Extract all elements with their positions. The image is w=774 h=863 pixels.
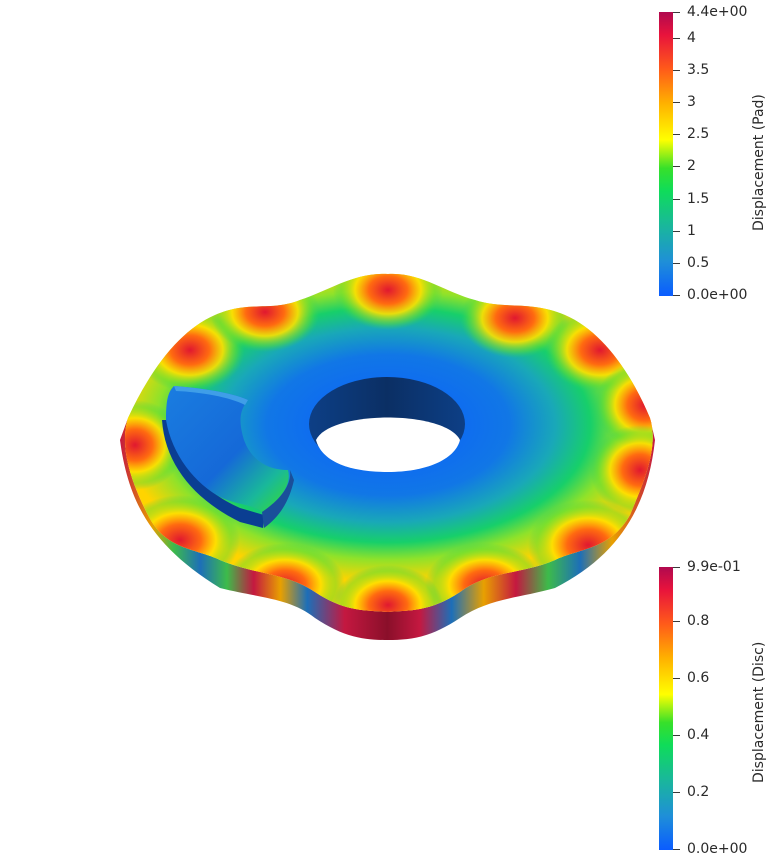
colorbar-pad: 4.4e+00 4 3.5 3 2.5 2 1.5 1 0.5 0.0e+00 Displac…	[659, 4, 769, 303]
brake-pad	[162, 386, 294, 528]
colorbar-disc-gradient	[659, 567, 673, 850]
colorbar-pad-tick-label: 1.5	[687, 190, 710, 207]
disc-outer-wall	[120, 418, 655, 640]
colorbar-pad-title: Displacement (Pad)	[751, 94, 767, 231]
colorbar-disc-min-label: 0.0e+00	[687, 841, 748, 857]
colorbar-pad-tick-label: 0.5	[687, 254, 710, 271]
colorbar-pad-tick-label: 4	[687, 29, 696, 46]
center-hole-opening	[316, 417, 460, 472]
colorbar-pad-gradient	[659, 12, 673, 296]
colorbar-pad-tick-label: 1	[687, 222, 696, 239]
colorbar-disc-tick-label: 0.2	[687, 784, 710, 800]
colorbar-disc: 9.9e-01 0.8 0.6 0.4 0.2 0.0e+00 Displacemen…	[659, 559, 769, 857]
colorbar-pad-min-label: 0.0e+00	[687, 287, 748, 303]
colorbar-disc-max-label: 9.9e-01	[687, 559, 741, 575]
colorbar-pad-tick-label: 2.5	[687, 126, 710, 143]
colorbar-pad-tick-label: 2	[687, 158, 696, 175]
colorbar-disc-tick-label: 0.4	[687, 727, 710, 744]
colorbar-disc-title: Displacement (Disc)	[751, 641, 767, 783]
colorbar-pad-max-label: 4.4e+00	[687, 4, 748, 20]
colorbar-pad-tick-label: 3	[687, 94, 696, 110]
colorbar-pad-tick-label: 3.5	[687, 61, 710, 78]
colorbar-disc-tick-label: 0.8	[687, 613, 710, 630]
colorbar-disc-tick-label: 0.6	[687, 670, 710, 687]
